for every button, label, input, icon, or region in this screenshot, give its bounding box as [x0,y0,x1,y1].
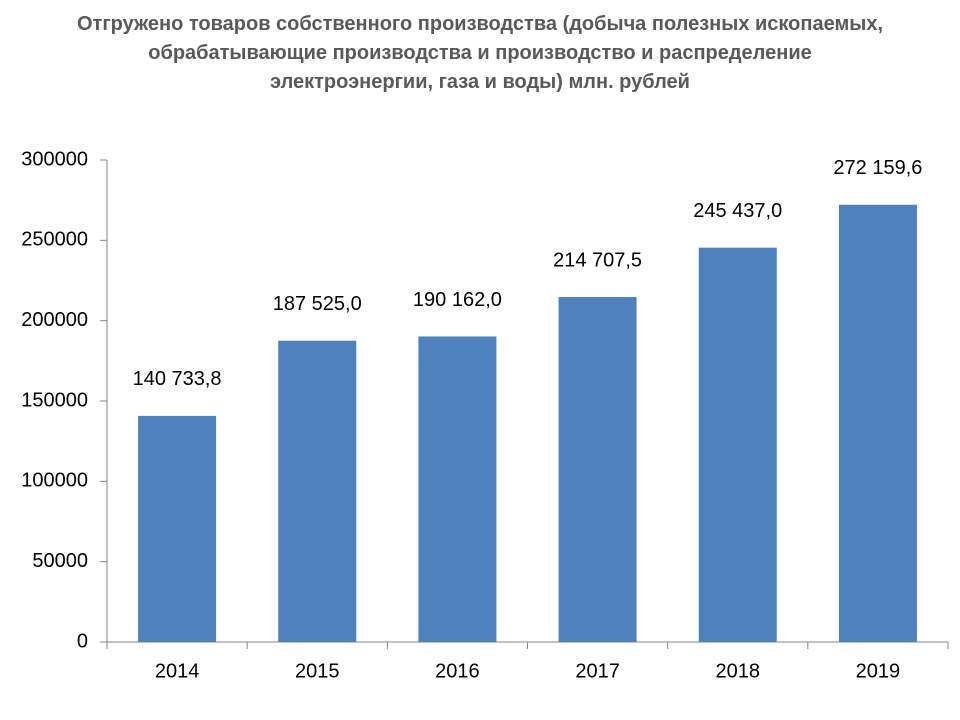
x-tick-label: 2019 [856,660,901,682]
y-tick-label: 50000 [32,550,88,572]
y-tick-label: 200000 [21,309,88,331]
value-label: 190 162,0 [413,289,502,311]
y-tick-label: 300000 [21,148,88,170]
y-tick-label: 0 [77,630,88,652]
value-label: 214 707,5 [553,249,642,271]
value-label: 187 525,0 [273,293,362,315]
bar [698,247,777,642]
y-tick-label: 150000 [21,389,88,411]
x-tick-label: 2017 [575,660,620,682]
value-label: 272 159,6 [833,157,922,179]
bar [418,336,497,642]
x-tick-label: 2018 [716,660,761,682]
y-tick-label: 100000 [21,470,88,492]
value-label: 140 733,8 [133,368,222,390]
bar [558,297,637,642]
chart-title: Отгружено товаров собственного производс… [76,13,884,93]
y-tick-label: 250000 [21,229,88,251]
bar [138,415,217,642]
value-label: 245 437,0 [693,200,782,222]
x-tick-label: 2014 [155,660,200,682]
bar [278,340,357,642]
bar [838,204,917,643]
x-tick-label: 2016 [435,660,480,682]
x-tick-label: 2015 [295,660,340,682]
